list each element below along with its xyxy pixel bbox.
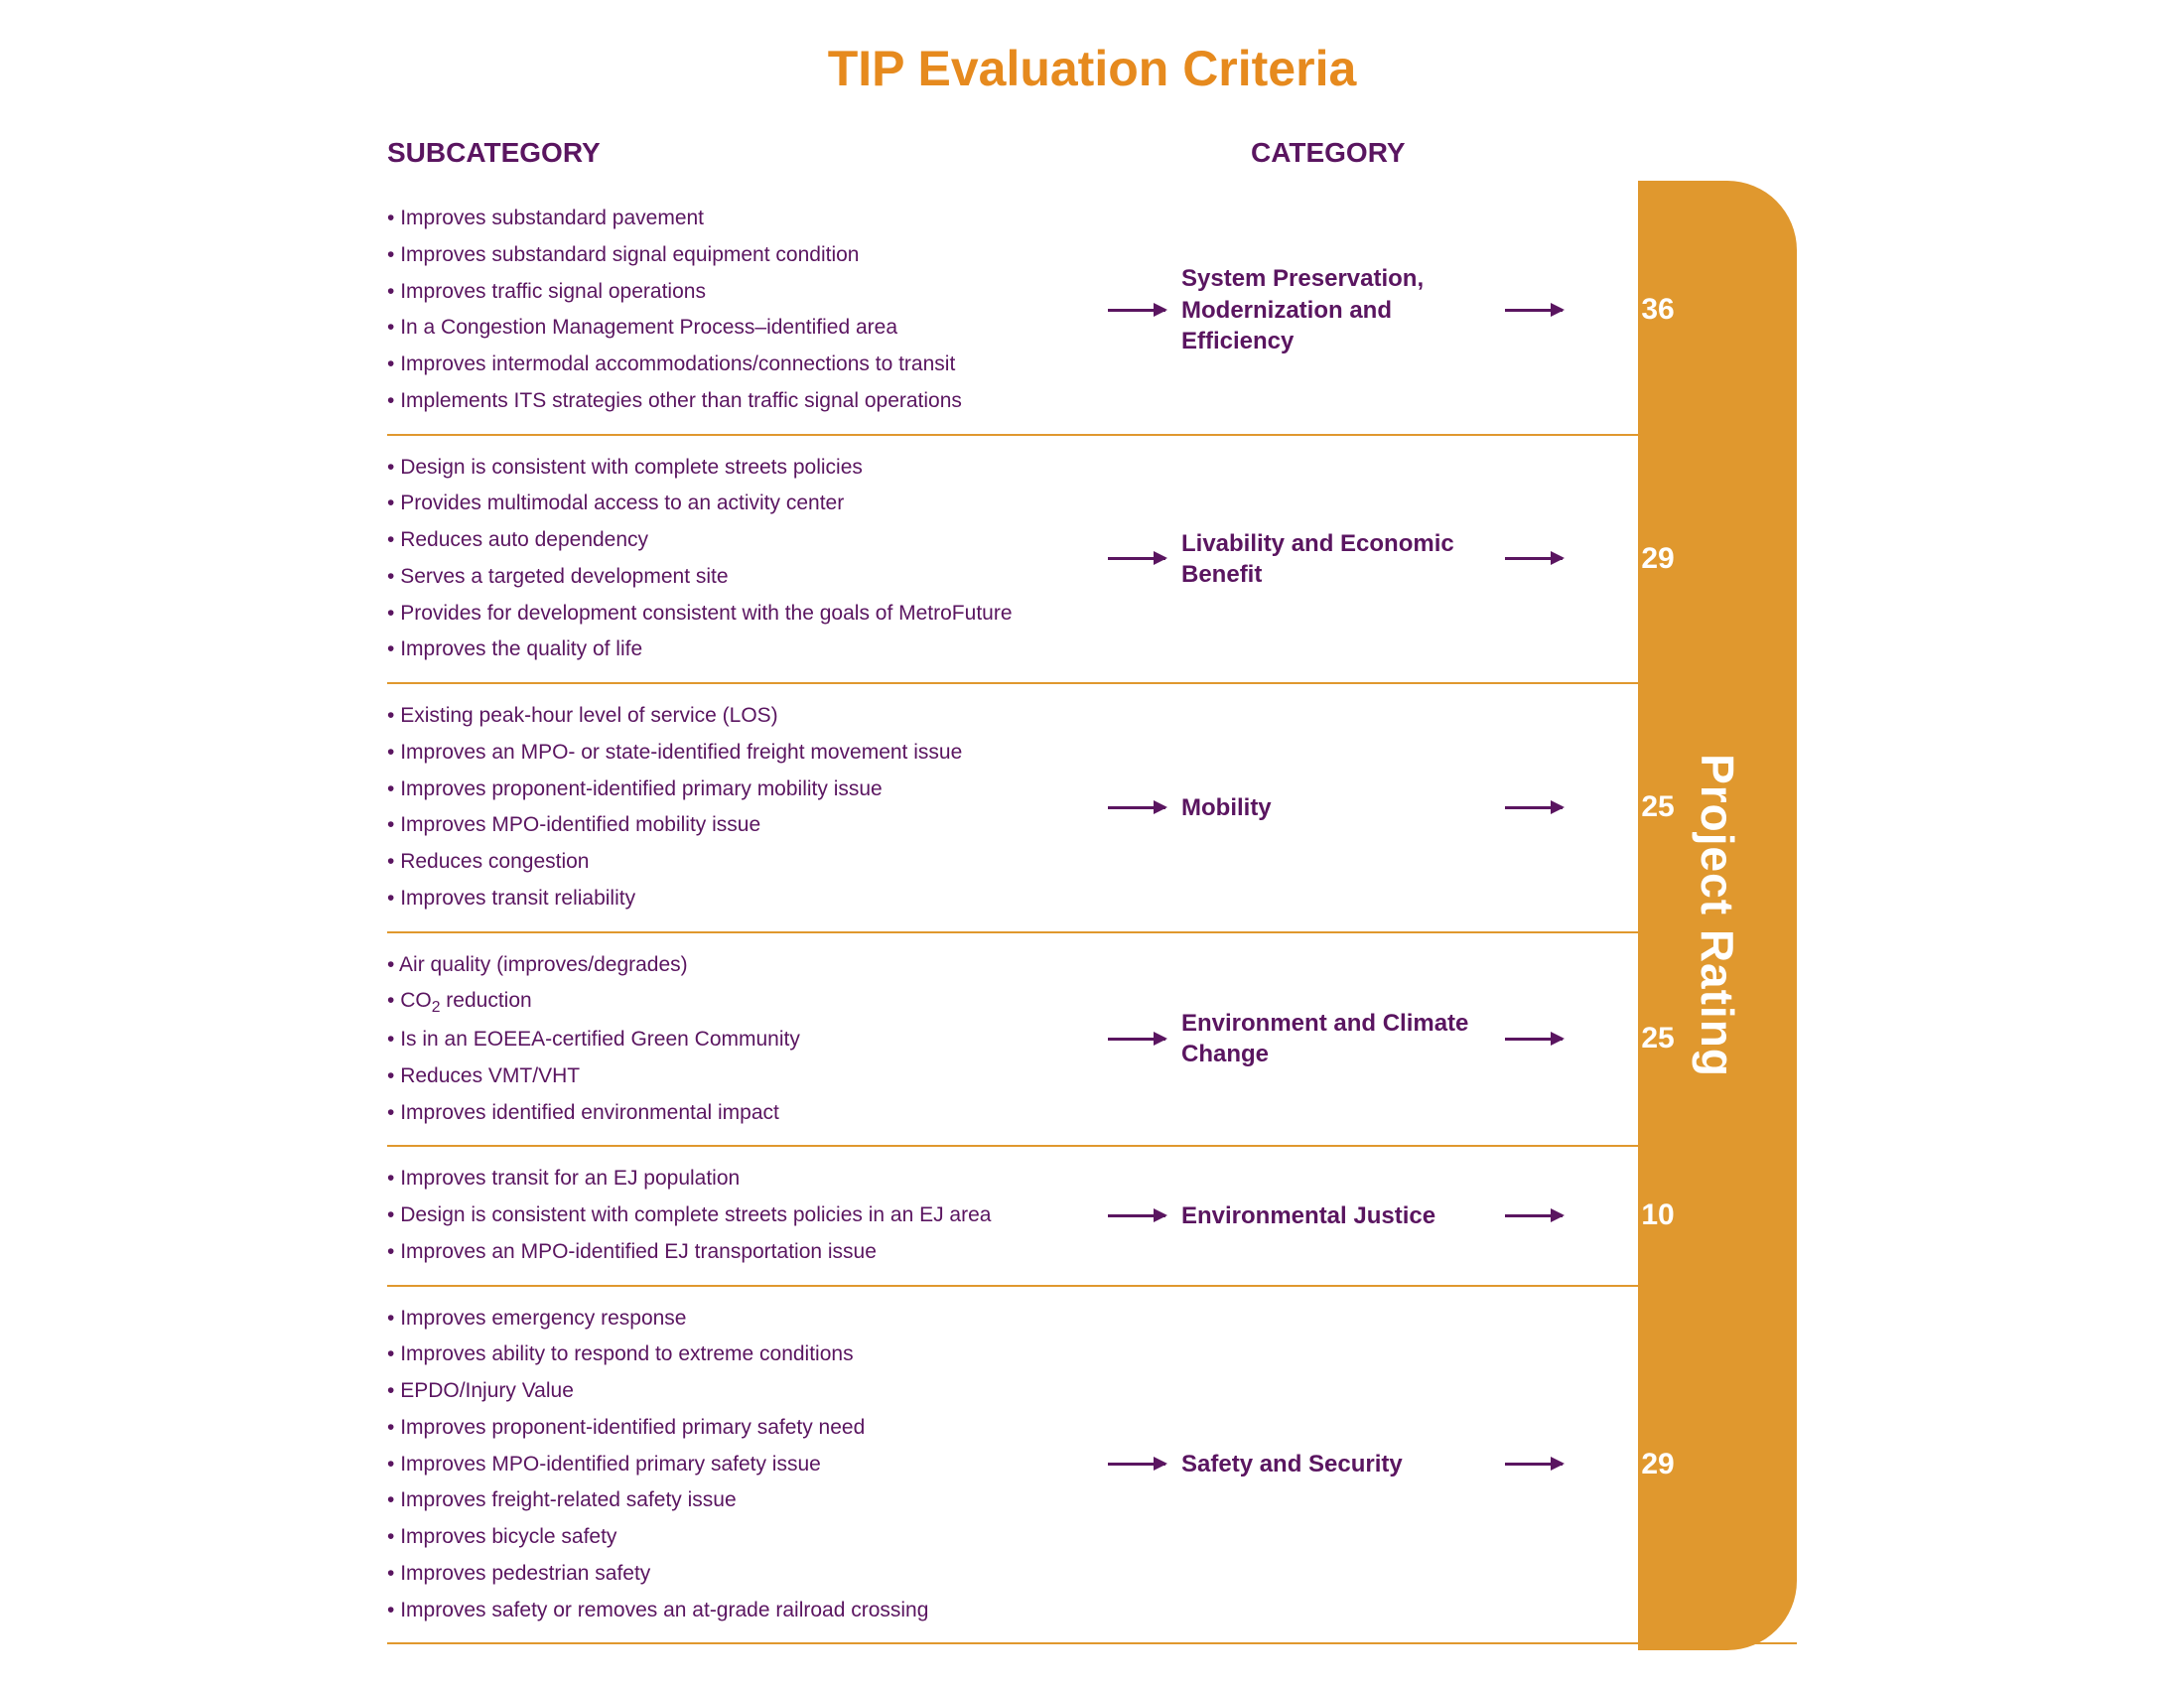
score-value: 29 <box>1578 1448 1737 1481</box>
subcategory-item: Improves intermodal accommodations/conne… <box>387 347 1072 383</box>
subcategory-item: Improves the quality of life <box>387 632 1072 668</box>
arrow-icon <box>1092 1214 1181 1217</box>
subcategory-item: Improves MPO-identified primary safety i… <box>387 1447 1072 1483</box>
subcategory-item: In a Congestion Management Process–ident… <box>387 310 1072 347</box>
criteria-rows: Improves substandard pavementImproves su… <box>387 187 1797 1644</box>
subcategory-item: Improves an MPO-identified EJ transporta… <box>387 1234 1072 1271</box>
subcategory-item: Improves transit for an EJ population <box>387 1161 1072 1197</box>
score-value: 29 <box>1578 542 1737 576</box>
score-value: 25 <box>1578 790 1737 824</box>
criteria-row: Improves substandard pavementImproves su… <box>387 187 1797 436</box>
arrow-icon <box>1489 806 1578 809</box>
criteria-row: Improves transit for an EJ populationDes… <box>387 1147 1797 1286</box>
arrow-icon <box>1489 1214 1578 1217</box>
subcategory-item: CO2 reduction <box>387 983 1072 1022</box>
category-label: Environment and Climate Change <box>1181 1008 1489 1069</box>
subcategory-item: Improves safety or removes an at-grade r… <box>387 1593 1072 1629</box>
subcategory-item: Improves freight-related safety issue <box>387 1482 1072 1519</box>
score-value: 10 <box>1578 1198 1737 1232</box>
subcategory-item: Improves proponent-identified primary mo… <box>387 772 1072 808</box>
arrow-icon <box>1092 1038 1181 1041</box>
subcategory-item: Design is consistent with complete stree… <box>387 450 1072 487</box>
category-label: System Preservation, Modernization and E… <box>1181 263 1489 356</box>
subcategory-item: Improves ability to respond to extreme c… <box>387 1336 1072 1373</box>
subcategory-list: Design is consistent with complete stree… <box>387 450 1092 669</box>
subcategory-item: Reduces congestion <box>387 844 1072 881</box>
subcategory-item: Reduces VMT/VHT <box>387 1058 1072 1095</box>
subcategory-item: Improves substandard signal equipment co… <box>387 237 1072 274</box>
subcategory-list: Air quality (improves/degrades)CO2 reduc… <box>387 947 1092 1132</box>
page-title: TIP Evaluation Criteria <box>387 40 1797 97</box>
column-headers: SUBCATEGORY CATEGORY <box>387 137 1797 169</box>
arrow-icon <box>1489 557 1578 560</box>
subcategory-item: Serves a targeted development site <box>387 559 1072 596</box>
subcategory-item: Provides for development consistent with… <box>387 596 1072 633</box>
category-label: Mobility <box>1181 792 1489 823</box>
subcategory-item: Improves traffic signal operations <box>387 274 1072 311</box>
arrow-icon <box>1489 1463 1578 1466</box>
category-label: Safety and Security <box>1181 1449 1489 1479</box>
subcategory-item: Improves bicycle safety <box>387 1519 1072 1556</box>
subcategory-item: Improves an MPO- or state-identified fre… <box>387 735 1072 772</box>
subcategory-item: Design is consistent with complete stree… <box>387 1197 1072 1234</box>
subcategory-item: Provides multimodal access to an activit… <box>387 486 1072 522</box>
subcategory-list: Existing peak-hour level of service (LOS… <box>387 698 1092 917</box>
criteria-row: Air quality (improves/degrades)CO2 reduc… <box>387 933 1797 1148</box>
category-label: Environmental Justice <box>1181 1200 1489 1231</box>
arrow-icon <box>1092 309 1181 312</box>
subcategory-item: Improves emergency response <box>387 1301 1072 1337</box>
subcategory-item: Existing peak-hour level of service (LOS… <box>387 698 1072 735</box>
category-label: Livability and Economic Benefit <box>1181 528 1489 590</box>
subcategory-item: Air quality (improves/degrades) <box>387 947 1072 984</box>
subcategory-item: Improves proponent-identified primary sa… <box>387 1410 1072 1447</box>
subcategory-item: Improves substandard pavement <box>387 201 1072 237</box>
subcategory-item: Improves MPO-identified mobility issue <box>387 807 1072 844</box>
arrow-icon <box>1092 806 1181 809</box>
header-category: CATEGORY <box>1251 137 1608 169</box>
criteria-row: Design is consistent with complete stree… <box>387 436 1797 685</box>
project-rating-band: Project Rating <box>1638 181 1797 1650</box>
score-value: 36 <box>1578 293 1737 327</box>
arrow-icon <box>1092 1463 1181 1466</box>
subcategory-list: Improves transit for an EJ populationDes… <box>387 1161 1092 1270</box>
subcategory-item: Improves pedestrian safety <box>387 1556 1072 1593</box>
subcategory-item: Improves transit reliability <box>387 881 1072 917</box>
criteria-row: Existing peak-hour level of service (LOS… <box>387 684 1797 933</box>
score-value: 25 <box>1578 1022 1737 1055</box>
arrow-icon <box>1092 557 1181 560</box>
header-subcategory: SUBCATEGORY <box>387 137 1161 169</box>
subcategory-item: EPDO/Injury Value <box>387 1373 1072 1410</box>
arrow-icon <box>1489 1038 1578 1041</box>
subcategory-item: Improves identified environmental impact <box>387 1095 1072 1132</box>
subcategory-item: Reduces auto dependency <box>387 522 1072 559</box>
subcategory-item: Implements ITS strategies other than tra… <box>387 383 1072 420</box>
diagram-wrapper: TIP Evaluation Criteria SUBCATEGORY CATE… <box>387 40 1797 1644</box>
subcategory-item: Is in an EOEEA-certified Green Community <box>387 1022 1072 1058</box>
subcategory-list: Improves emergency responseImproves abil… <box>387 1301 1092 1629</box>
criteria-row: Improves emergency responseImproves abil… <box>387 1287 1797 1645</box>
subcategory-list: Improves substandard pavementImproves su… <box>387 201 1092 420</box>
arrow-icon <box>1489 309 1578 312</box>
